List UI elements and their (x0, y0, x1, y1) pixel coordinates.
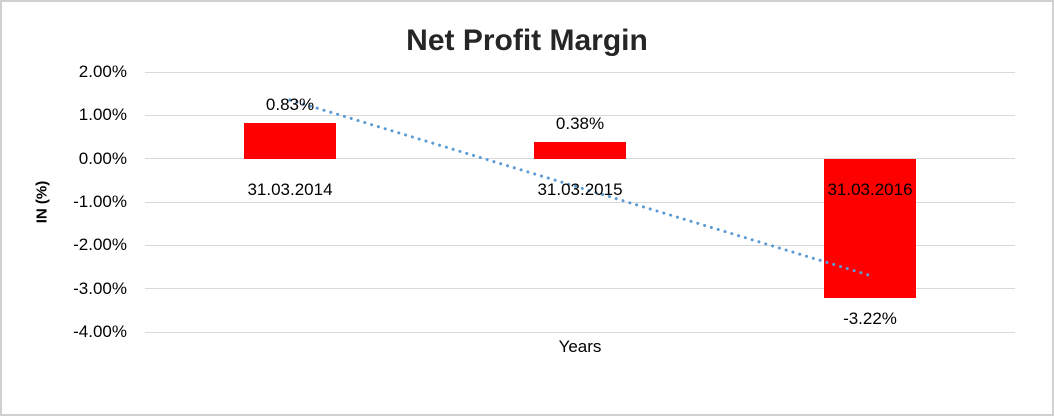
category-label: 31.03.2016 (827, 179, 913, 199)
y-tick-label: -2.00% (73, 235, 127, 255)
y-gridline (145, 114, 1015, 116)
x-axis-title: Years (558, 337, 602, 356)
data-label: 0.38% (555, 114, 605, 134)
y-gridline (145, 201, 1015, 203)
y-tick-label: -1.00% (73, 192, 127, 211)
data-label: -3.22% (843, 309, 897, 329)
data-label: 0.83% (265, 94, 315, 114)
category-label: 31.03.2014 (247, 179, 333, 199)
y-tick-label: 1.00% (78, 105, 127, 125)
y-gridline (145, 71, 1015, 73)
chart-title: Net Profit Margin (406, 24, 648, 57)
category-label: 31.03.2015 (537, 179, 623, 199)
y-tick-label: -3.00% (73, 278, 127, 298)
y-gridline (145, 331, 1015, 333)
trendline (288, 98, 872, 277)
bar (244, 122, 336, 159)
bar (824, 158, 916, 299)
y-gridline (145, 288, 1015, 290)
y-tick-label: -4.00% (73, 322, 127, 341)
y-tick-label: 2.00% (78, 62, 127, 81)
bar (534, 142, 626, 159)
y-gridline (145, 244, 1015, 246)
y-gridline (145, 158, 1015, 160)
y-tick-label: 0.00% (78, 148, 127, 168)
